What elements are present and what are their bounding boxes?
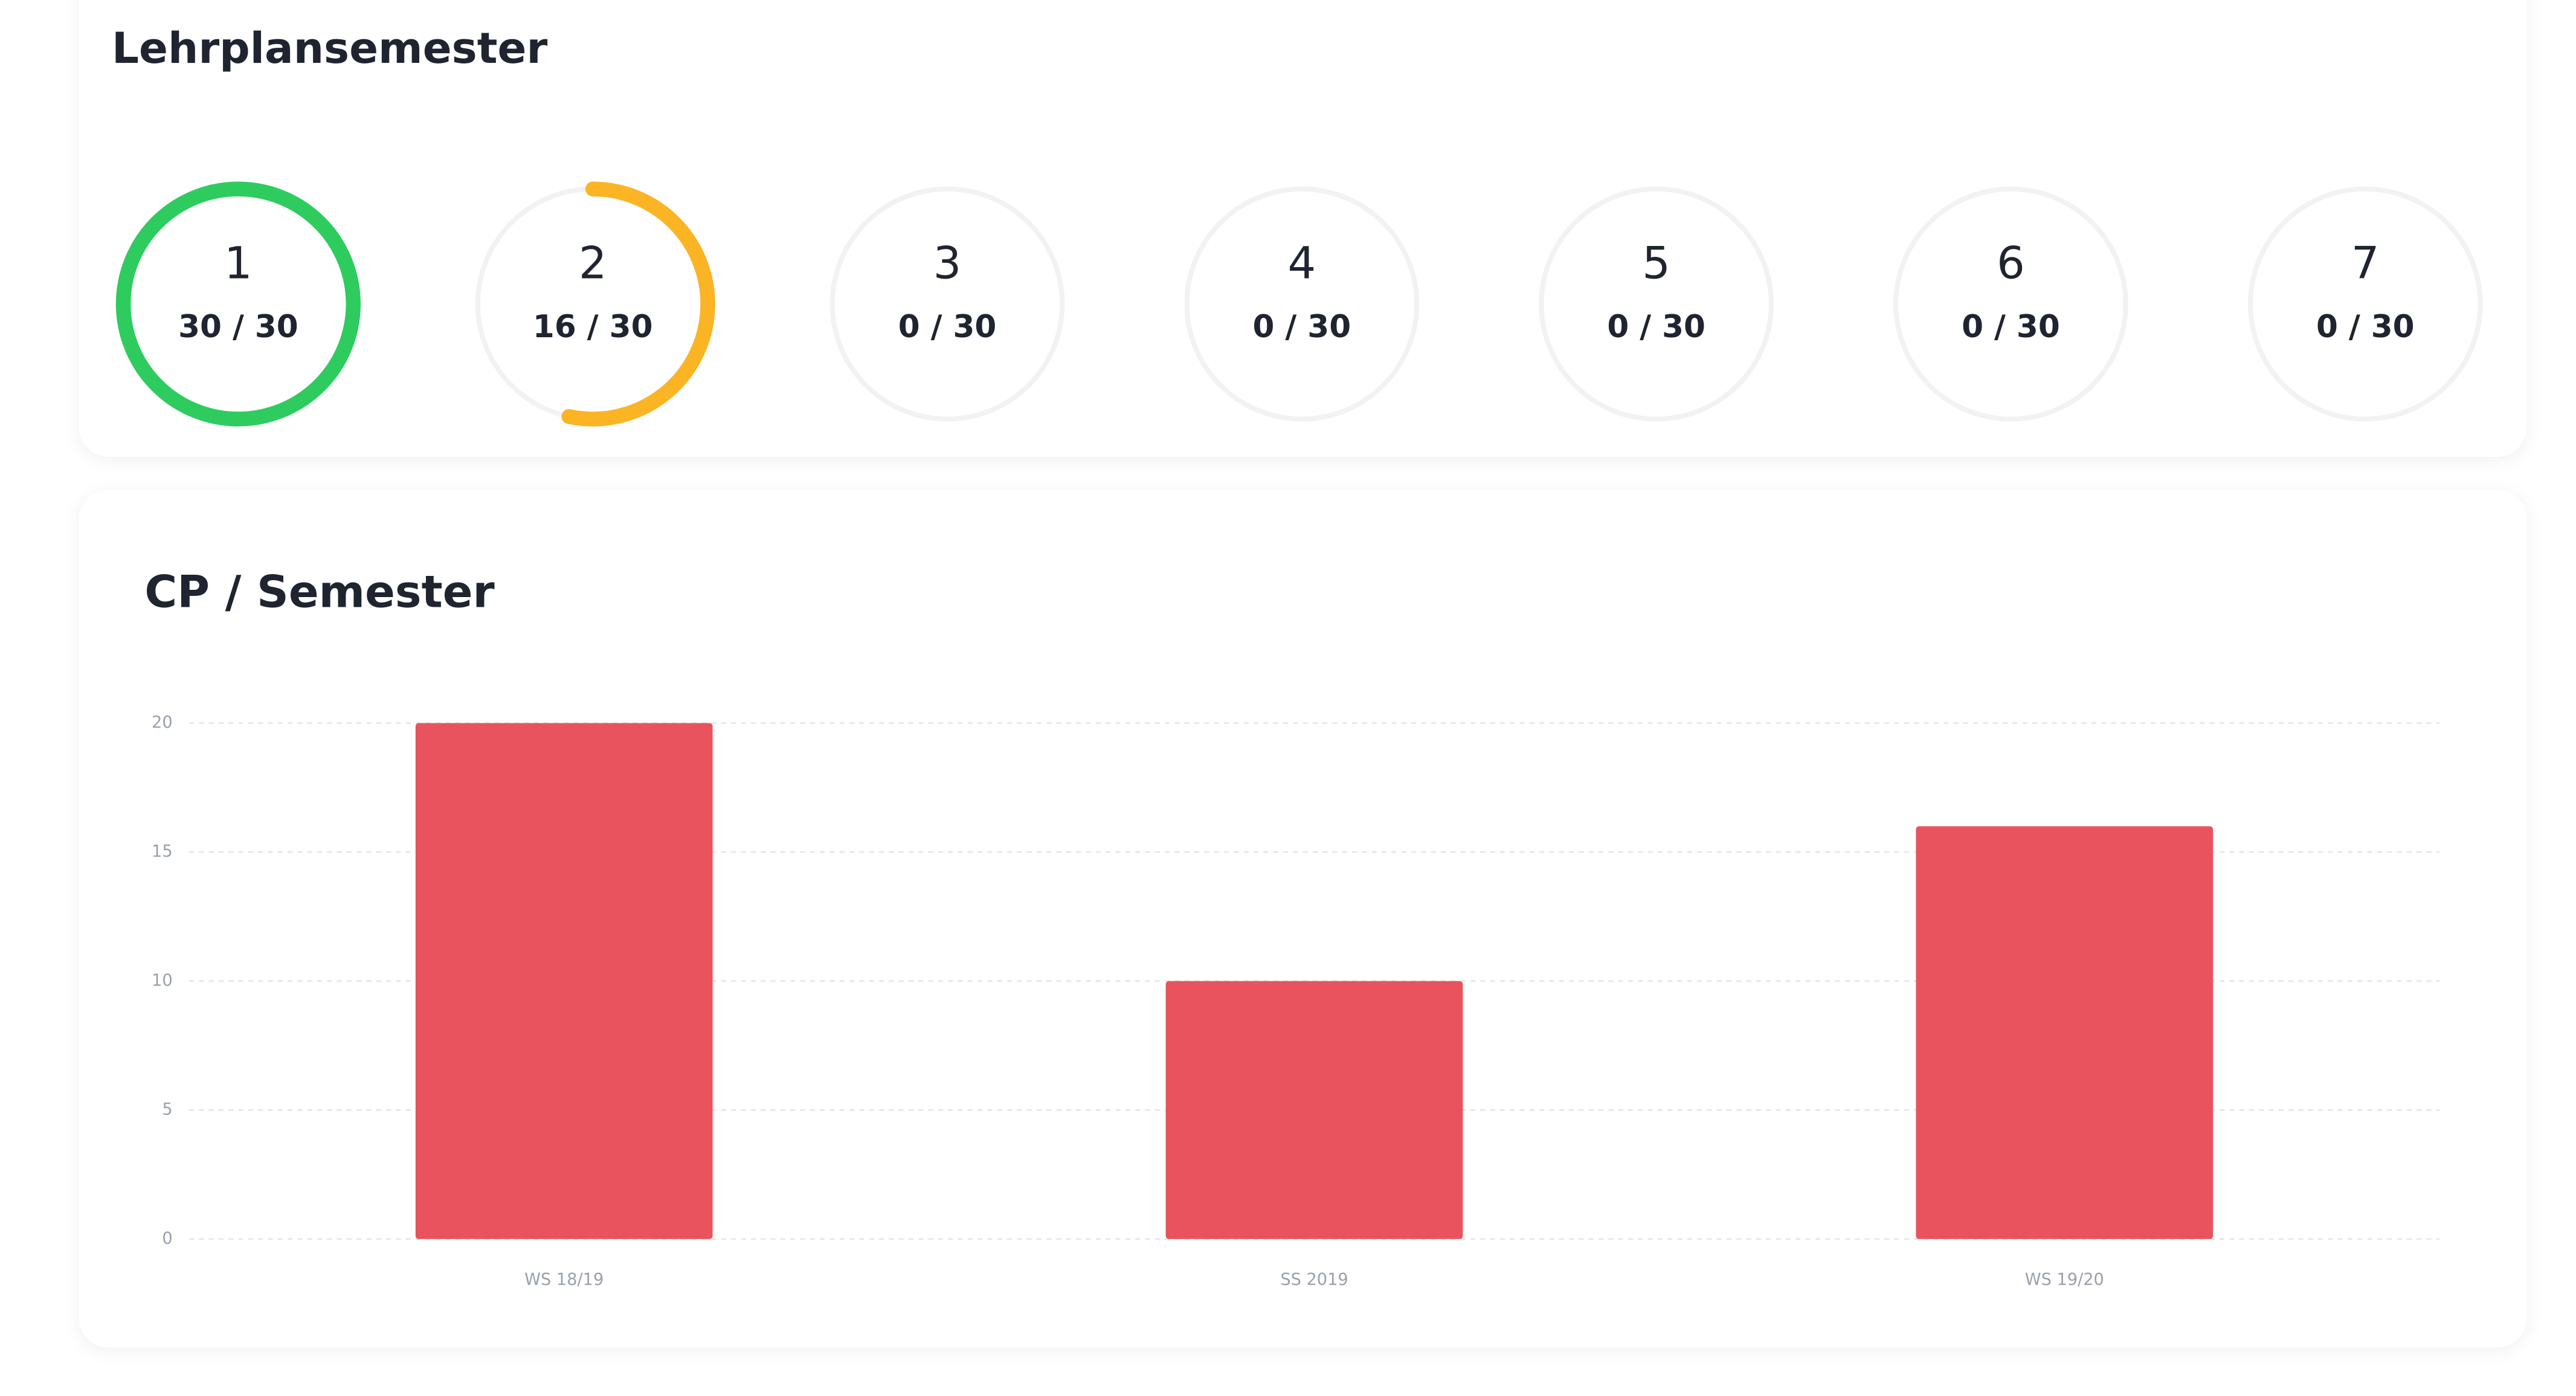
ring-track bbox=[1184, 186, 1420, 422]
semester-number: 5 bbox=[1642, 238, 1670, 289]
bar bbox=[415, 723, 713, 1239]
y-tick-label: 5 bbox=[162, 1100, 172, 1119]
bar bbox=[1165, 981, 1463, 1239]
semester-number: 2 bbox=[579, 238, 607, 289]
progress-ring bbox=[561, 181, 715, 427]
semester-number: 4 bbox=[1287, 238, 1316, 289]
progress-ring bbox=[115, 181, 361, 427]
semester-progress: 0 / 30 bbox=[1962, 309, 2060, 345]
ring-track bbox=[2247, 186, 2483, 422]
semester-progress: 30 / 30 bbox=[178, 309, 298, 345]
semester-progress: 0 / 30 bbox=[2316, 309, 2415, 345]
y-tick-label: 20 bbox=[152, 713, 173, 732]
ring-track bbox=[829, 186, 1065, 422]
y-tick-label: 15 bbox=[152, 842, 173, 861]
semester-number: 7 bbox=[2351, 238, 2380, 289]
semester-progress: 16 / 30 bbox=[533, 309, 653, 345]
ring-track bbox=[1539, 186, 1774, 422]
bar bbox=[1916, 826, 2214, 1239]
chart-title: CP / Semester bbox=[144, 566, 494, 618]
y-tick-label: 10 bbox=[152, 971, 173, 990]
semester-progress: 0 / 30 bbox=[1607, 309, 1705, 345]
semester-progress: 0 / 30 bbox=[898, 309, 997, 345]
semester-card bbox=[79, 0, 2527, 457]
x-tick-label: SS 2019 bbox=[1280, 1270, 1348, 1289]
x-tick-label: WS 19/20 bbox=[2025, 1270, 2104, 1289]
semester-number: 1 bbox=[224, 238, 253, 289]
y-tick-label: 0 bbox=[162, 1229, 172, 1248]
ring-track bbox=[1893, 186, 2128, 422]
semester-number: 6 bbox=[1997, 238, 2025, 289]
semester-number: 3 bbox=[933, 238, 962, 289]
semester-progress: 0 / 30 bbox=[1253, 309, 1351, 345]
panel-title: Lehrplansemester bbox=[112, 23, 547, 73]
x-tick-label: WS 18/19 bbox=[524, 1270, 604, 1289]
